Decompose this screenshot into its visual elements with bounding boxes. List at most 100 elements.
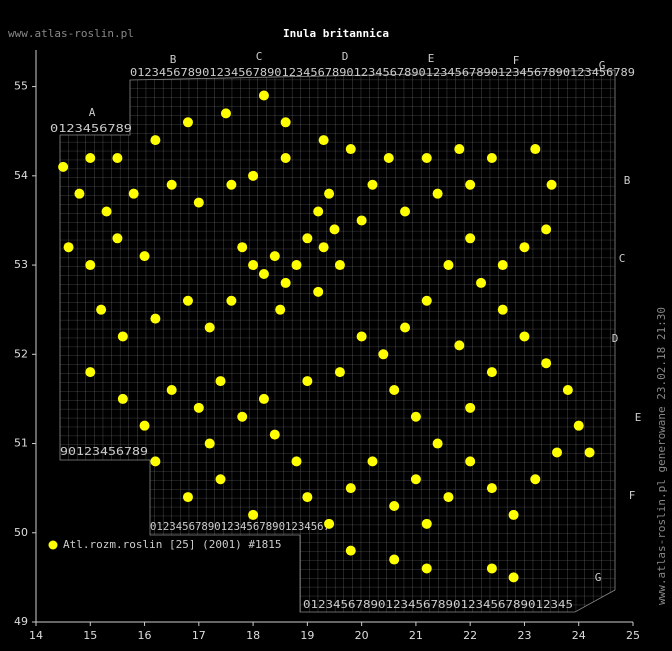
occurrence-dot — [400, 206, 411, 217]
occurrence-dot — [497, 304, 508, 315]
occurrence-dot — [302, 492, 313, 503]
occurrence-dot — [486, 483, 497, 494]
occurrence-dot — [248, 509, 259, 520]
occurrence-dot — [101, 206, 112, 217]
occurrence-dot — [139, 420, 150, 431]
occurrence-dot — [324, 518, 335, 529]
occurrence-dot — [58, 161, 69, 172]
x-tick-label: 23 — [517, 629, 531, 642]
occurrence-dot — [85, 260, 96, 271]
occurrence-dot — [226, 179, 237, 190]
occurrence-dot — [443, 492, 454, 503]
occurrence-dot — [443, 260, 454, 271]
occurrence-dot — [389, 554, 400, 565]
occurrence-dot — [313, 286, 324, 297]
occurrence-dot — [519, 242, 530, 253]
y-tick-label: 49 — [14, 615, 28, 628]
y-tick-label: 53 — [14, 258, 28, 271]
grid-letter: D — [612, 332, 619, 345]
occurrence-dot — [367, 179, 378, 190]
occurrence-dot — [150, 456, 161, 467]
occurrence-dot — [508, 509, 519, 520]
occurrence-dot — [269, 429, 280, 440]
occurrence-dot — [334, 367, 345, 378]
occurrence-dot — [96, 304, 107, 315]
occurrence-dot — [63, 242, 74, 253]
occurrence-dot — [204, 438, 215, 449]
occurrence-dot — [128, 188, 139, 199]
legend-marker — [48, 540, 58, 550]
grid-letter: F — [513, 54, 520, 67]
x-tick-label: 19 — [300, 629, 314, 642]
occurrence-dot — [530, 474, 541, 485]
occurrence-dot — [432, 188, 443, 199]
grid-letter: C — [619, 252, 626, 265]
occurrence-dot — [367, 456, 378, 467]
occurrence-dot — [497, 260, 508, 271]
occurrence-dot — [410, 411, 421, 422]
occurrence-dot — [465, 179, 476, 190]
occurrence-dot — [248, 170, 259, 181]
occurrence-dot — [237, 411, 248, 422]
occurrence-dot — [182, 492, 193, 503]
occurrence-dot — [318, 242, 329, 253]
x-tick-label: 24 — [572, 629, 586, 642]
occurrence-dot — [258, 393, 269, 404]
grid-letter: F — [629, 489, 636, 502]
occurrence-dot — [220, 108, 231, 119]
watermark: www.atlas-roslin.pl — [8, 27, 134, 40]
x-tick-label: 17 — [192, 629, 206, 642]
occurrence-dot — [318, 135, 329, 146]
occurrence-dot — [150, 313, 161, 324]
grid-letter: B — [170, 53, 177, 66]
occurrence-dot — [345, 483, 356, 494]
y-tick-label: 54 — [14, 169, 28, 182]
occurrence-dot — [150, 135, 161, 146]
occurrence-dot — [356, 215, 367, 226]
occurrence-dot — [280, 117, 291, 128]
occurrence-dot — [258, 268, 269, 279]
occurrence-dot — [275, 304, 286, 315]
occurrence-dot — [313, 206, 324, 217]
y-tick-label: 50 — [14, 526, 28, 539]
occurrence-dot — [302, 376, 313, 387]
occurrence-dot — [182, 295, 193, 306]
grid-letter: E — [635, 411, 642, 424]
occurrence-dot — [541, 358, 552, 369]
grid-digits: 012345678901234567890123456789012345 — [303, 598, 573, 611]
occurrence-dot — [421, 152, 432, 163]
occurrence-dot — [334, 260, 345, 271]
occurrence-dot — [541, 224, 552, 235]
grid-digits: 0123456789 — [50, 122, 132, 135]
grid-letter: G — [599, 59, 606, 72]
occurrence-dot — [546, 179, 557, 190]
occurrence-dot — [378, 349, 389, 360]
occurrence-dot — [193, 402, 204, 413]
occurrence-dot — [552, 447, 563, 458]
occurrence-dot — [139, 251, 150, 262]
occurrence-dot — [226, 295, 237, 306]
occurrence-dot — [465, 402, 476, 413]
occurrence-dot — [248, 260, 259, 271]
occurrence-dot — [486, 152, 497, 163]
chart-title: Inula britannica — [283, 27, 389, 40]
x-tick-label: 15 — [83, 629, 97, 642]
occurrence-dot — [269, 251, 280, 262]
grid-letter: B — [624, 174, 631, 187]
y-tick-label: 55 — [14, 80, 28, 93]
occurrence-dot — [486, 367, 497, 378]
x-tick-label: 16 — [138, 629, 152, 642]
occurrence-dot — [432, 438, 443, 449]
grid-letter: E — [428, 52, 435, 65]
x-tick-label: 14 — [29, 629, 43, 642]
occurrence-dot — [465, 456, 476, 467]
occurrence-dot — [329, 224, 340, 235]
occurrence-dot — [166, 179, 177, 190]
y-tick-label: 51 — [14, 437, 28, 450]
occurrence-dot — [421, 518, 432, 529]
side-text: www.atlas-roslin.pl generowane 23.02.18 … — [655, 307, 668, 605]
grid-letter: C — [256, 50, 263, 63]
occurrence-dot — [454, 144, 465, 155]
grid-digits: 90123456789 — [60, 445, 148, 458]
occurrence-dot — [345, 144, 356, 155]
